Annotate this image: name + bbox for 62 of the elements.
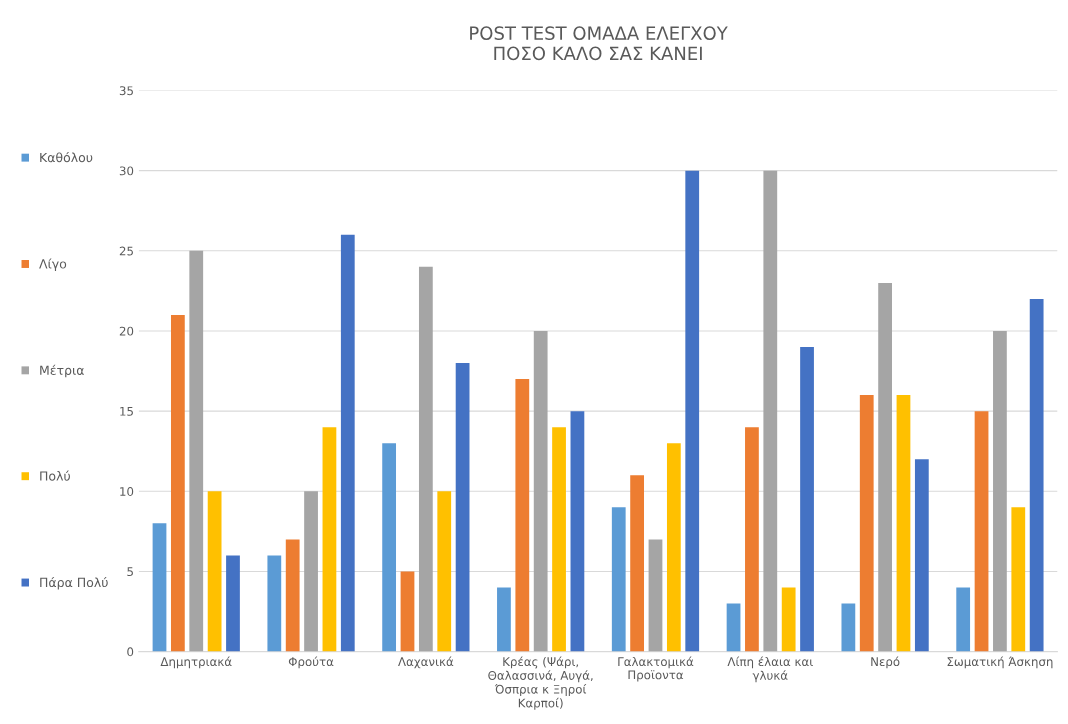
bar	[207, 491, 222, 652]
bar	[533, 330, 548, 652]
bar	[841, 603, 856, 652]
y-tick-label: 30	[119, 166, 134, 176]
x-tick-label: Δημητριακά	[160, 656, 232, 669]
bar	[322, 427, 337, 652]
bar	[152, 523, 167, 652]
legend-label: Καθόλου	[40, 152, 93, 163]
bar	[189, 250, 204, 652]
bar	[800, 347, 814, 652]
bar	[285, 539, 300, 652]
bar	[878, 282, 892, 652]
y-tick-label: 35	[119, 86, 133, 96]
bar	[859, 395, 874, 652]
y-tick-label: 5	[127, 567, 133, 577]
bar	[552, 427, 566, 652]
bar	[418, 266, 433, 652]
x-tick-label: Νερό	[871, 656, 900, 669]
bar	[340, 234, 355, 652]
bar	[611, 507, 626, 652]
bar	[914, 459, 929, 652]
legend-label: Πάρα Πολύ	[40, 576, 108, 590]
x-tick-label: Λίπη έλαια και γλυκά	[727, 656, 813, 683]
bar	[648, 539, 663, 652]
x-tick-label: Γαλακτομικά Προϊοντα	[618, 656, 694, 682]
y-tick-label: 25	[119, 246, 133, 256]
bar	[437, 491, 452, 652]
bar	[666, 443, 681, 652]
bar	[1029, 298, 1044, 652]
bar	[515, 379, 530, 652]
bar	[726, 603, 741, 652]
bar	[974, 411, 989, 652]
legend-label: Πολύ	[40, 470, 70, 481]
bar	[267, 555, 282, 652]
bar	[1011, 507, 1026, 652]
bar	[630, 475, 644, 652]
y-tick-label: 20	[119, 326, 134, 336]
x-tick-label: Κρέας (Ψάρι, Θαλασσινά, Αυγά, Όσπρια κ Ξηροί Καρποί)	[488, 656, 593, 710]
bar	[226, 555, 240, 652]
chart-title: POST TEST ΟΜΑΔΑ ΕΛΕΓΧΟΥ ΠΟΣΟ ΚΑΛΟ ΣΑΣ ΚΑΝΕΙ	[470, 26, 728, 61]
bar	[685, 170, 700, 652]
legend-label: Μέτρια	[40, 364, 84, 378]
bar	[745, 427, 759, 652]
bar	[304, 491, 318, 652]
y-tick-label: 10	[120, 487, 134, 496]
bar	[896, 395, 911, 652]
bar	[170, 314, 185, 652]
bar	[382, 443, 397, 652]
bar	[781, 587, 796, 652]
bar	[497, 587, 511, 652]
y-tick-label: 15	[120, 407, 133, 416]
bar	[400, 571, 415, 652]
legend-label: Λίγο	[39, 258, 67, 271]
bar	[570, 411, 585, 652]
bar	[993, 330, 1007, 652]
x-tick-label: Φρούτα	[288, 656, 334, 669]
x-tick-label: Σωματική Άσκηση	[947, 656, 1053, 669]
bar	[455, 363, 470, 652]
y-tick-label: 0	[127, 647, 134, 657]
bar	[763, 170, 778, 652]
bar	[956, 587, 971, 652]
x-tick-label: Λαχανικά	[398, 656, 454, 669]
